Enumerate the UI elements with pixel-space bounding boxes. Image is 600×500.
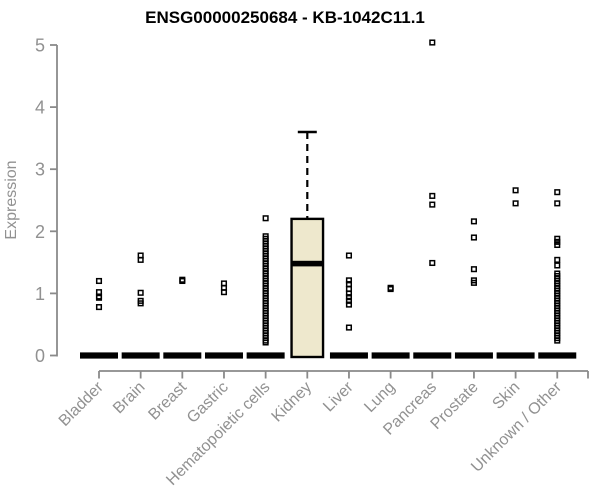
chart-title: ENSG00000250684 - KB-1042C11.1 xyxy=(145,8,425,27)
y-tick-label: 2 xyxy=(35,222,45,242)
data-point xyxy=(345,290,353,297)
data-point xyxy=(345,301,353,308)
data-point xyxy=(95,304,103,311)
data-point xyxy=(137,300,144,307)
y-tick-label: 5 xyxy=(35,36,45,56)
zero-box xyxy=(413,352,452,359)
y-tick-label: 1 xyxy=(35,284,45,304)
data-point xyxy=(345,252,353,259)
data-point xyxy=(345,294,353,301)
data-point xyxy=(512,200,519,207)
data-point xyxy=(345,324,353,331)
zero-box xyxy=(204,352,243,359)
zero-box xyxy=(496,352,535,359)
y-tick-label: 4 xyxy=(35,98,45,118)
data-point xyxy=(470,279,477,286)
zero-box xyxy=(454,352,493,359)
data-point xyxy=(137,256,144,263)
y-axis-label: Expression xyxy=(3,160,20,239)
zero-box xyxy=(371,352,410,359)
data-point xyxy=(429,201,436,208)
data-point xyxy=(554,189,561,196)
data-point xyxy=(470,234,477,241)
data-point xyxy=(220,289,228,296)
data-point xyxy=(554,235,561,242)
data-point xyxy=(262,339,269,346)
data-point xyxy=(554,200,561,207)
data-point xyxy=(387,286,394,293)
data-point xyxy=(429,192,436,199)
data-point xyxy=(137,289,144,296)
data-point xyxy=(345,277,353,284)
zero-box xyxy=(121,352,160,359)
data-point xyxy=(345,297,353,304)
data-point xyxy=(262,215,269,222)
data-point xyxy=(512,187,519,194)
data-point xyxy=(554,241,561,249)
y-tick-label: 3 xyxy=(35,160,45,180)
zero-box xyxy=(538,352,577,359)
data-point xyxy=(429,259,436,267)
data-point xyxy=(95,277,103,285)
y-tick-label: 0 xyxy=(35,346,45,366)
median-line xyxy=(291,260,324,267)
data-point xyxy=(554,262,561,269)
zero-box xyxy=(329,352,368,359)
box-kidney xyxy=(290,217,325,359)
data-point xyxy=(179,277,186,285)
data-point xyxy=(554,238,561,245)
zero-box xyxy=(246,352,285,359)
data-point xyxy=(554,256,561,263)
zero-box xyxy=(80,352,118,359)
zero-box xyxy=(163,352,202,359)
data-point xyxy=(554,337,561,344)
data-point xyxy=(95,294,103,301)
data-point xyxy=(429,39,436,46)
data-point xyxy=(470,266,477,273)
data-point xyxy=(470,218,477,225)
